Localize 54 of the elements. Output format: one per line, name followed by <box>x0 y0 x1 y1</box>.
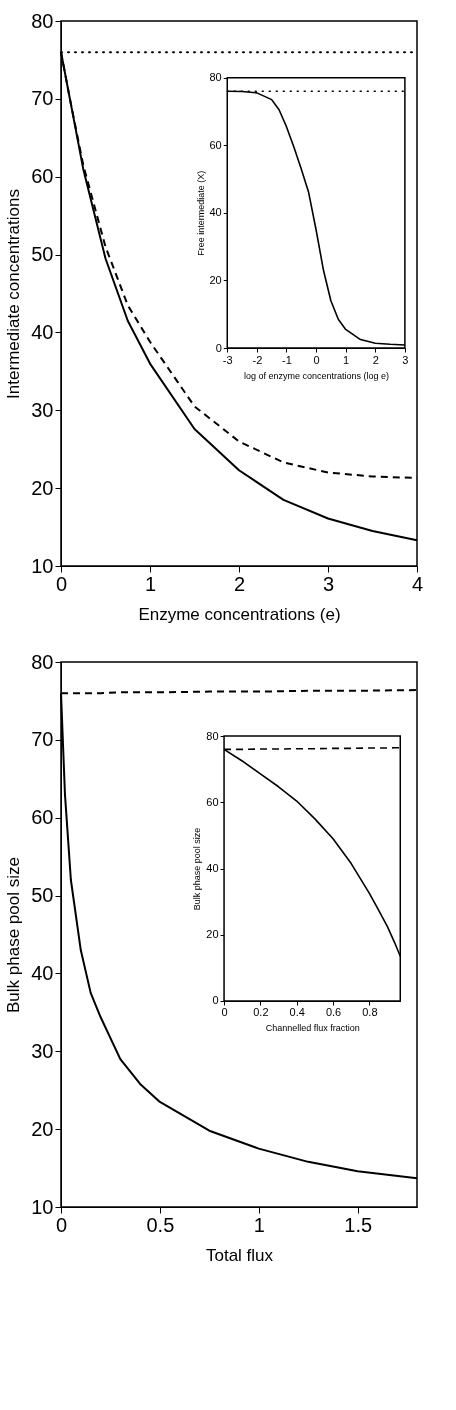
x-tick-label: 0.8 <box>362 1006 378 1019</box>
y-axis-title: Bulk phase pool size <box>4 857 24 1013</box>
y-tick-label: 20 <box>209 273 222 286</box>
y-tick-label: 20 <box>206 928 219 941</box>
y-tick-label: 60 <box>31 165 54 188</box>
x-tick-label: 0 <box>55 1213 68 1236</box>
x-tick-label: 3 <box>322 572 335 595</box>
x-tick-label: 4 <box>411 572 424 595</box>
x-tick-label: 2 <box>233 572 246 595</box>
y-tick-label: 30 <box>31 1039 54 1062</box>
y-tick-label: 60 <box>209 138 222 151</box>
y-tick-label: 40 <box>31 320 54 343</box>
y-tick-label: 60 <box>31 806 54 829</box>
y-tick-label: 10 <box>31 1195 54 1218</box>
x-tick-label: 3 <box>402 353 409 366</box>
x-tick-label: 2 <box>372 353 379 366</box>
x-tick-label: 1 <box>144 572 157 595</box>
x-tick-label: 0.2 <box>253 1006 269 1019</box>
y-tick-label: 70 <box>31 87 54 110</box>
y-axis-title: Intermediate concentrations <box>4 189 24 399</box>
y-tick-label: 80 <box>31 9 54 32</box>
y-tick-label: 20 <box>31 1117 54 1140</box>
y-tick-label: 80 <box>31 650 54 673</box>
y-axis-title: Bulk phase pool size <box>192 827 203 911</box>
y-tick-label: 0 <box>212 994 219 1007</box>
y-tick-label: 80 <box>209 71 222 84</box>
x-axis-title: Total flux <box>205 1245 274 1265</box>
x-tick-label: 0 <box>55 572 68 595</box>
y-tick-label: 60 <box>206 795 219 808</box>
x-axis-title: Enzyme concentrations (e) <box>138 604 341 624</box>
x-tick-label: -3 <box>222 353 233 366</box>
y-axis-title: Free intermediate (X) <box>195 170 206 256</box>
x-tick-label: 0.6 <box>325 1006 342 1019</box>
x-tick-label: 0 <box>313 353 320 366</box>
y-tick-label: 50 <box>31 243 54 266</box>
x-tick-label: 1 <box>253 1213 265 1236</box>
x-tick-label: -2 <box>252 353 263 366</box>
y-tick-label: 50 <box>31 884 54 907</box>
y-tick-label: 40 <box>209 206 222 219</box>
y-tick-label: 30 <box>31 398 54 421</box>
y-tick-label: 10 <box>31 554 54 577</box>
x-tick-label: 0.4 <box>289 1006 305 1019</box>
y-tick-label: 80 <box>206 729 219 742</box>
y-tick-label: 0 <box>215 341 222 354</box>
x-tick-label: 1 <box>343 353 350 366</box>
x-axis-title: Channelled flux fraction <box>265 1023 360 1034</box>
x-tick-label: -1 <box>282 353 292 366</box>
x-tick-label: 1.5 <box>344 1213 373 1236</box>
y-tick-label: 40 <box>206 862 219 875</box>
y-tick-label: 20 <box>31 476 54 499</box>
x-tick-label: 0.5 <box>146 1213 175 1236</box>
y-tick-label: 70 <box>31 728 54 751</box>
y-tick-label: 40 <box>31 961 54 984</box>
x-axis-title: log of enzyme concentrations (log e) <box>244 370 390 381</box>
